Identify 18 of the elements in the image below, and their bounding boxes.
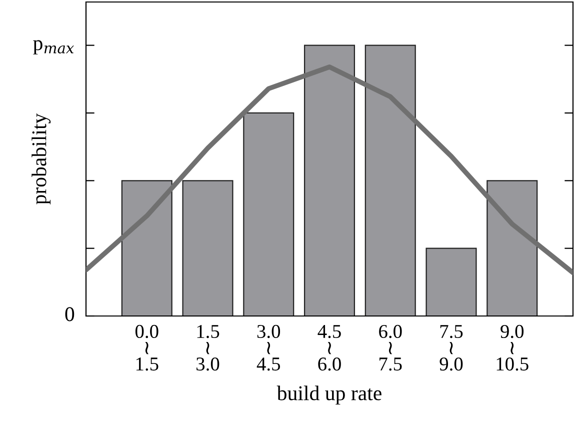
bar bbox=[243, 112, 294, 316]
text: 0 bbox=[65, 307, 74, 322]
y-axis-title: probability bbox=[32, 113, 51, 204]
bar bbox=[364, 44, 416, 316]
bar bbox=[182, 180, 234, 316]
x-tick-label: 7.5 ≀ 9.0 bbox=[440, 325, 463, 371]
bar bbox=[486, 180, 538, 316]
x-tick-label: 6.0 ≀ 7.5 bbox=[379, 324, 402, 371]
x-tick-label: 3.0 ≀ 4.5 bbox=[256, 324, 280, 371]
bar bbox=[304, 44, 356, 316]
bar bbox=[121, 180, 172, 316]
x-tick-label: 1.5 ≀ 3.0 bbox=[196, 324, 220, 371]
text: p$_{max}$ bbox=[33, 40, 74, 54]
x-tick-label: 4.5 ≀ 6.0 bbox=[318, 325, 341, 371]
bar bbox=[426, 248, 477, 316]
x-tick-label: 9.0 ≀ 10.5 bbox=[496, 324, 528, 371]
x-tick-label: 0.0 ≀ 1.5 bbox=[135, 324, 158, 371]
x-axis-title: build up rate bbox=[276, 386, 382, 405]
